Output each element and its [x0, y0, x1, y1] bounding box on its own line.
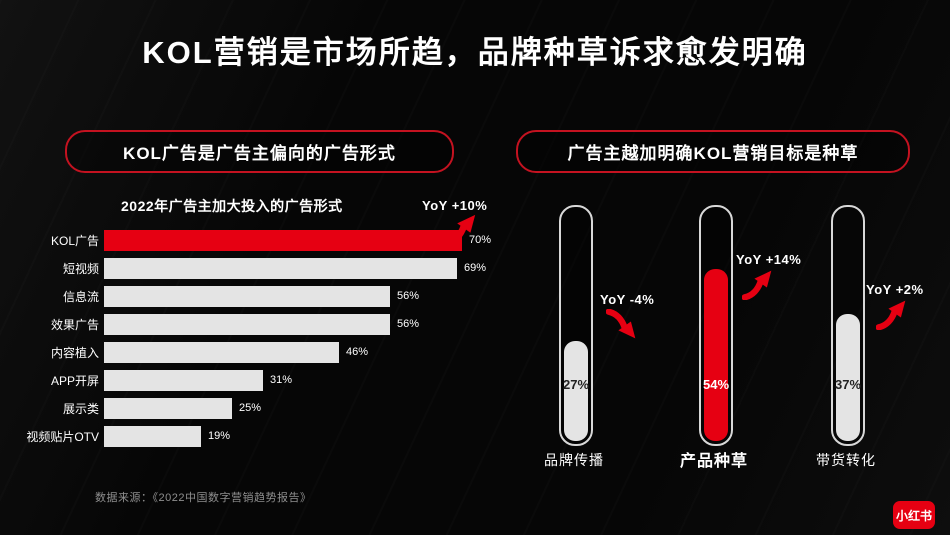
bar-row: 短视频 69%: [21, 254, 491, 282]
category-label-brand-awareness: 品牌传播: [544, 452, 604, 468]
bar: [104, 425, 201, 447]
bar-value-label: 46%: [346, 346, 369, 358]
bar-row: 效果广告 56%: [21, 310, 491, 338]
right-panel-header-label: 广告主越加明确KOL营销目标是种草: [567, 144, 859, 163]
capsule-value: 27%: [562, 377, 590, 392]
bar-category-label: 展示类: [62, 401, 99, 416]
bar-row: 展示类 25%: [21, 394, 491, 422]
capsule-fill: [564, 341, 588, 441]
bar-category-label: APP开屏: [50, 373, 99, 388]
bar-value-label: 19%: [208, 430, 231, 442]
bar-value-label: 70%: [469, 234, 492, 246]
bar: [104, 285, 390, 307]
bar-category-label: 短视频: [62, 261, 99, 276]
category-label-product-seeding: 产品种草: [679, 453, 748, 470]
bar: [104, 257, 457, 279]
bar-row: 信息流 56%: [21, 282, 491, 310]
bar: [104, 229, 462, 251]
capsule-value: 37%: [834, 377, 862, 392]
bar-row: 视频贴片OTV 19%: [21, 422, 491, 450]
left-panel-header: KOL广告是广告主偏向的广告形式: [65, 130, 454, 173]
kol-yoy-annotation: YoY +10%: [422, 198, 488, 213]
conversion-yoy-annotation: YoY +2%: [866, 282, 924, 297]
left-panel-header-label: KOL广告是广告主偏向的广告形式: [123, 144, 396, 163]
bar: [104, 369, 263, 391]
capsule-brand-awareness: 27%: [559, 205, 593, 446]
bar-category-label: 视频贴片OTV: [26, 429, 99, 444]
bar-value-label: 56%: [397, 318, 420, 330]
capsule-product-seeding: 54%: [699, 205, 733, 446]
bar-value-label: 31%: [270, 374, 293, 386]
trend-up-arrow-icon: [742, 270, 772, 300]
bar: [104, 397, 232, 419]
category-label-sales-conversion: 带货转化: [816, 452, 876, 468]
bar-category-label: 效果广告: [50, 317, 99, 332]
bar-value-label: 25%: [239, 402, 262, 414]
bar-category-label: KOL广告: [50, 233, 99, 248]
right-panel-header: 广告主越加明确KOL营销目标是种草: [516, 130, 910, 173]
bar: [104, 313, 390, 335]
bar-row: 内容植入 46%: [21, 338, 491, 366]
bar-value-label: 69%: [464, 262, 487, 274]
trend-up-arrow-icon: [876, 300, 906, 330]
bar: [104, 341, 339, 363]
bar-category-label: 内容植入: [50, 345, 99, 360]
capsule-fill: [836, 314, 860, 441]
brand-yoy-annotation: YoY -4%: [600, 292, 655, 307]
data-source: 数据来源：《2022中国数字营销趋势报告》: [95, 492, 312, 504]
bar-row: APP开屏 31%: [21, 366, 491, 394]
bar-chart-title: 2022年广告主加大投入的广告形式: [121, 198, 343, 214]
seeding-yoy-annotation: YoY +14%: [736, 252, 802, 267]
bar-row: KOL广告 70%: [21, 226, 491, 254]
bar-category-label: 信息流: [62, 289, 99, 304]
capsule-value: 54%: [702, 377, 730, 392]
page-title: KOL营销是市场所趋，品牌种草诉求愈发明确: [142, 35, 808, 70]
capsule-fill: [704, 269, 728, 441]
xiaohongshu-logo: 小红书: [893, 501, 935, 529]
capsule-sales-conversion: 37%: [831, 205, 865, 446]
bar-chart: KOL广告 70% 短视频 69% 信息流 56% 效果广告 56% 内容植入 46% APP开屏 3…: [21, 226, 491, 450]
bar-value-label: 56%: [397, 290, 420, 302]
trend-down-arrow-icon: [606, 309, 636, 339]
